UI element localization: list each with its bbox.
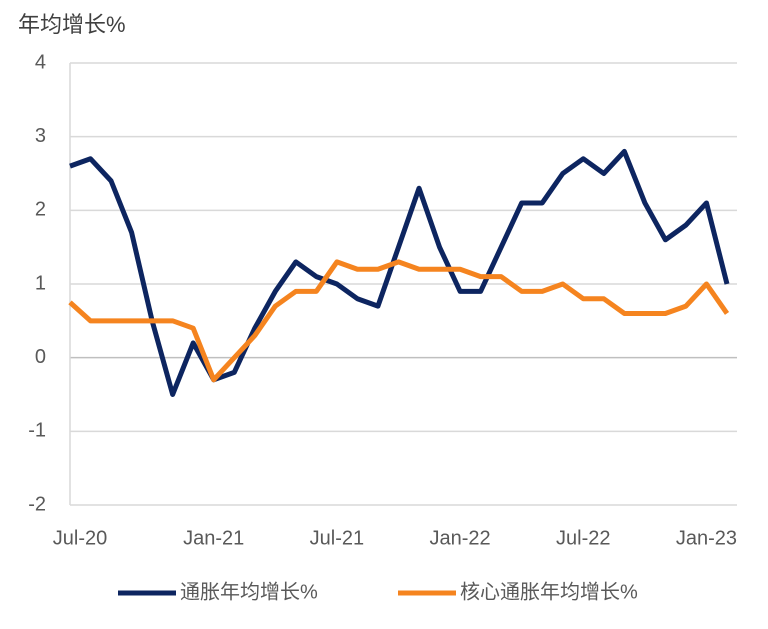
y-tick-label: 0 [35, 346, 46, 368]
x-tick-label: Jul-22 [556, 527, 610, 549]
x-tick-label: Jan-22 [430, 527, 491, 549]
y-tick-label: 3 [35, 125, 46, 147]
y-tick-label: 2 [35, 199, 46, 221]
x-tick-label: Jan-23 [676, 527, 737, 549]
legend-label: 核心通胀年均增长% [460, 580, 638, 603]
y-tick-label: -1 [28, 420, 46, 442]
y-axis-label: 年均增长% [18, 12, 126, 37]
line [69, 148, 730, 397]
y-tick-label: -2 [28, 493, 46, 515]
line [68, 259, 730, 383]
x-tick-label: Jul-21 [310, 527, 364, 549]
x-tick-label: Jan-21 [183, 527, 244, 549]
y-tick-label: 1 [35, 272, 46, 294]
y-tick-label: 4 [35, 51, 46, 73]
x-tick-label: Jul-20 [53, 527, 107, 549]
legend-label: 通胀年均增长% [180, 580, 318, 603]
